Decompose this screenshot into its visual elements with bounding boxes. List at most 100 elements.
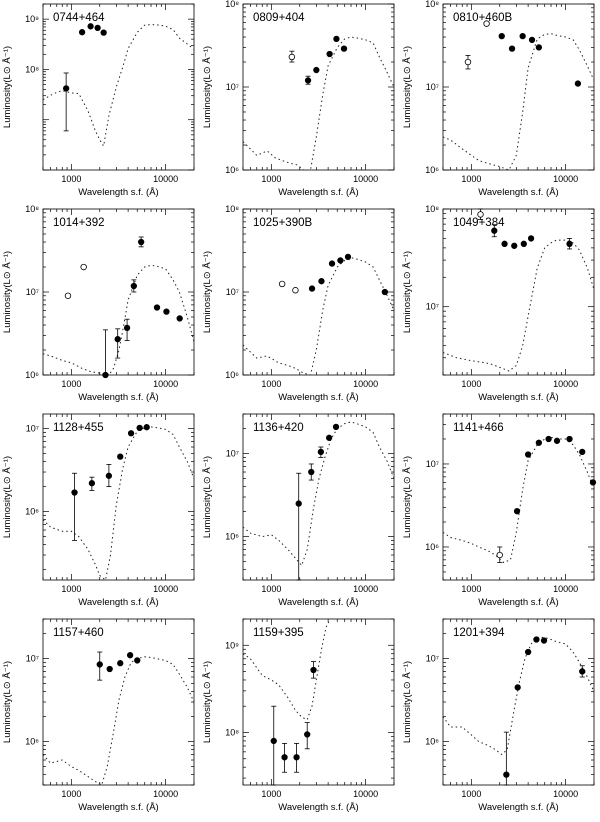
x-tick-label: 10000 — [153, 174, 178, 184]
data-point-filled — [553, 437, 561, 444]
y-tick-label: 10⁷ — [426, 82, 439, 92]
panel-1025+390B: 1000 10000 10⁶ 10⁷ 10⁸ Wavelength s.f. (Å) Lum… — [202, 204, 395, 403]
y-tick-label: 10⁶ — [25, 370, 39, 380]
x-tick-label: 1000 — [461, 174, 481, 184]
panel-1136+420: 1000 10000 10⁶ 10⁷ Wavelength s.f. (Å) Lumino… — [202, 413, 395, 608]
data-point-filled — [295, 500, 302, 507]
panel-1141+466: 1000 10000 10⁶ 10⁷ Wavelength s.f. (Å) Lumino… — [402, 413, 597, 608]
data-point-filled — [123, 324, 131, 331]
x-tick-label: 10000 — [153, 379, 178, 389]
y-tick-label: 10⁶ — [425, 737, 439, 747]
y-tick-label: 10⁷ — [26, 654, 39, 664]
y-axis-label: Luminosity(L⊙ Å⁻¹) — [202, 661, 213, 743]
data-point-filled — [511, 242, 518, 249]
x-axis-label: Wavelength s.f. (Å) — [278, 597, 358, 608]
y-tick-label: 10⁶ — [225, 165, 239, 175]
data-point-filled — [340, 45, 348, 52]
data-point-filled — [520, 240, 527, 247]
model-curve — [243, 421, 394, 567]
y-axis-label: Luminosity(L⊙ Å⁻¹) — [402, 456, 413, 538]
data-point-filled — [114, 336, 121, 343]
model-curve — [443, 636, 594, 756]
y-tick-label: 10⁶ — [225, 370, 239, 380]
data-point-filled — [308, 468, 315, 476]
data-point-open — [496, 551, 503, 559]
data-point-filled — [501, 240, 508, 247]
data-point-filled — [143, 424, 150, 431]
data-point-open — [483, 20, 490, 27]
x-tick-label: 10000 — [353, 789, 378, 799]
plot-frame — [442, 618, 595, 786]
y-tick-label: 10⁸ — [25, 64, 39, 74]
x-tick-label: 1000 — [461, 584, 481, 594]
data-point-filled — [545, 435, 552, 443]
data-point-filled — [304, 731, 311, 738]
model-curve — [43, 656, 194, 785]
plot-frame — [442, 208, 595, 376]
data-point-filled — [528, 36, 536, 43]
x-tick-label: 1000 — [261, 174, 281, 184]
y-tick-label: 10⁷ — [426, 654, 439, 664]
y-axis-label: Luminosity(L⊙ Å⁻¹) — [402, 46, 413, 128]
plot-frame — [242, 3, 395, 171]
data-point-open — [464, 58, 472, 66]
x-tick-label: 10000 — [553, 174, 578, 184]
y-axis-label: Luminosity(L⊙ Å⁻¹) — [2, 661, 13, 743]
x-tick-label: 10000 — [553, 789, 578, 799]
data-point-filled — [78, 29, 86, 36]
x-tick-label: 1000 — [61, 584, 81, 594]
data-point-filled — [293, 754, 300, 761]
y-axis-label: Luminosity(L⊙ Å⁻¹) — [202, 46, 213, 128]
panel-title: 1025+390B — [253, 217, 312, 229]
x-tick-label: 10000 — [353, 174, 378, 184]
y-tick-label: 10⁷ — [226, 449, 239, 459]
y-tick-label: 10⁸ — [225, 727, 239, 737]
y-tick-label: 10⁷ — [26, 287, 39, 297]
x-axis-label: Wavelength s.f. (Å) — [278, 187, 358, 198]
plot-frame — [442, 3, 595, 171]
y-axis-label: Luminosity(L⊙ Å⁻¹) — [2, 456, 13, 538]
data-point-filled — [318, 278, 325, 285]
panel-title: 1159+395 — [253, 627, 304, 639]
y-tick-label: 10⁷ — [426, 459, 439, 469]
data-point-filled — [313, 66, 320, 74]
data-point-filled — [519, 32, 526, 40]
y-axis-label: Luminosity(L⊙ Å⁻¹) — [2, 46, 13, 128]
model-curve — [243, 257, 394, 375]
model-curve — [443, 239, 594, 372]
model-curve — [43, 426, 194, 580]
x-tick-label: 1000 — [261, 789, 281, 799]
plot-frame — [242, 413, 395, 581]
x-tick-label: 10000 — [553, 379, 578, 389]
panel-1049+384: 1000 10000 10⁷ 10⁸ Wavelength s.f. (Å) Lumino… — [402, 204, 595, 403]
y-tick-label: 10⁸ — [425, 204, 439, 214]
y-axis-label: Luminosity(L⊙ Å⁻¹) — [2, 251, 13, 333]
x-axis-label: Wavelength s.f. (Å) — [278, 802, 358, 813]
data-point-filled — [94, 24, 101, 32]
y-tick-label: 10⁷ — [26, 424, 39, 434]
data-point-open — [288, 53, 296, 61]
data-point-filled — [513, 508, 521, 515]
plot-frame — [242, 208, 395, 376]
plot-frame — [242, 618, 395, 786]
panel-title: 1049+384 — [453, 217, 505, 229]
y-tick-label: 10⁸ — [425, 0, 439, 9]
data-point-filled — [88, 480, 96, 487]
x-axis-label: Wavelength s.f. (Å) — [478, 187, 558, 198]
y-tick-label: 10⁶ — [25, 737, 39, 747]
x-axis-label: Wavelength s.f. (Å) — [78, 597, 158, 608]
y-tick-label: 10⁹ — [225, 640, 239, 650]
data-point-filled — [136, 424, 143, 432]
y-axis-label: Luminosity(L⊙ Å⁻¹) — [402, 251, 413, 333]
model-curve — [443, 33, 594, 170]
panel-1128+455: 1000 10000 10⁶ 10⁷ Wavelength s.f. (Å) Lumino… — [2, 413, 195, 608]
data-point-filled — [503, 771, 510, 778]
model-curve — [443, 436, 594, 564]
panel-title: 1136+420 — [253, 422, 304, 434]
x-tick-label: 10000 — [553, 584, 578, 594]
data-point-filled — [589, 479, 597, 486]
data-point-open — [477, 211, 484, 218]
data-point-filled — [326, 50, 333, 58]
panel-0810+460B: 1000 10000 10⁶ 10⁷ 10⁸ Wavelength s.f. (Å) Lum… — [402, 0, 595, 198]
